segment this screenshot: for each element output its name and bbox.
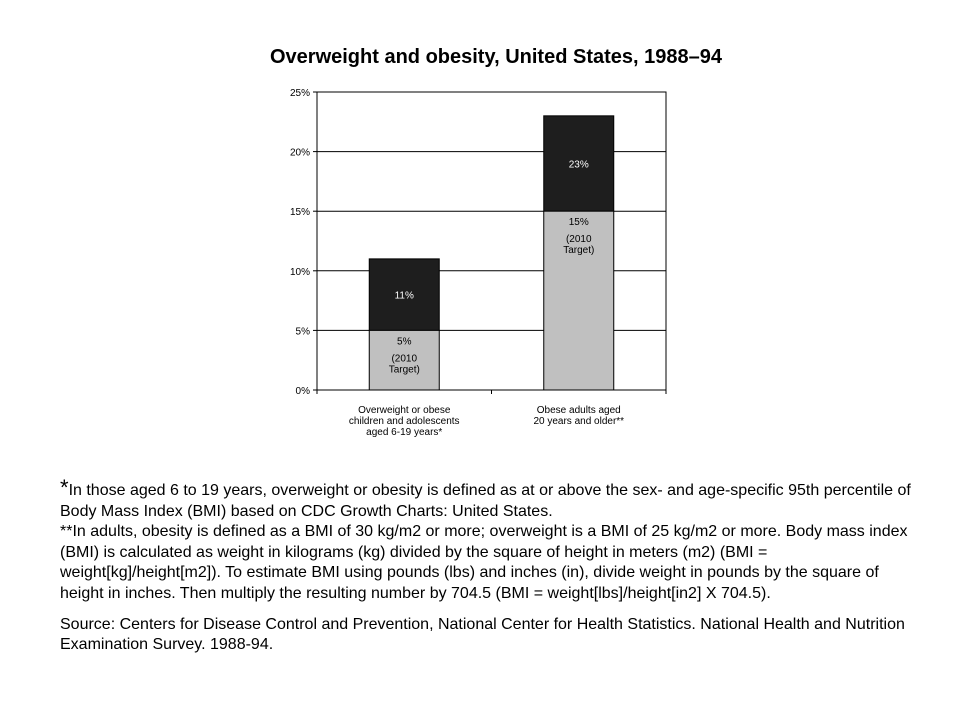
- target-bar: [543, 210, 615, 391]
- footnote-children-text: In those aged 6 to 19 years, overweight …: [60, 482, 911, 520]
- value-bar: [368, 258, 440, 331]
- target-label: Target): [563, 245, 594, 256]
- x-category-label: Obese adults aged: [537, 405, 621, 416]
- x-category-label: 20 years and older**: [533, 416, 624, 427]
- y-tick-label: 25%: [290, 88, 310, 99]
- y-tick-label: 10%: [290, 267, 310, 278]
- x-category-label: aged 6-19 years*: [366, 427, 442, 438]
- x-category-label: Overweight or obese: [358, 405, 451, 416]
- y-tick-label: 15%: [290, 207, 310, 218]
- chart-title: Overweight and obesity, United States, 1…: [269, 46, 722, 68]
- target-label: (2010: [566, 234, 592, 245]
- y-tick-label: 5%: [296, 326, 311, 337]
- x-category-label: children and adolescents: [349, 416, 460, 427]
- target-label: (2010: [391, 353, 417, 364]
- bar-chart: 0%5%10%15%20%25%11%5%(2010Target)Overwei…: [290, 88, 667, 438]
- y-tick-label: 0%: [296, 386, 311, 397]
- footnote-adults: **In adults, obesity is defined as a BMI…: [60, 523, 908, 602]
- target-label: 5%: [397, 336, 412, 347]
- target-label: 15%: [569, 217, 589, 228]
- footnotes: *In those aged 6 to 19 years, overweight…: [60, 475, 920, 656]
- footnote-children: *In those aged 6 to 19 years, overweight…: [60, 475, 920, 522]
- value-label: 11%: [395, 291, 414, 302]
- y-tick-label: 20%: [290, 148, 310, 159]
- target-label: Target): [389, 364, 420, 375]
- footnote-star: *: [60, 475, 69, 500]
- value-label: 23%: [569, 160, 589, 171]
- target-bar: [368, 329, 440, 391]
- source-note: Source: Centers for Disease Control and …: [60, 615, 905, 654]
